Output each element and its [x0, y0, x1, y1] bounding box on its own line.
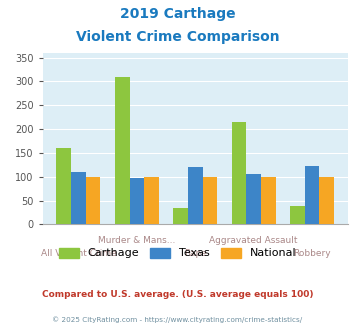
Bar — [246, 174, 261, 224]
Bar — [115, 77, 130, 224]
Text: Violent Crime Comparison: Violent Crime Comparison — [76, 30, 279, 44]
Bar — [232, 122, 246, 224]
Bar — [261, 177, 275, 224]
Bar — [320, 177, 334, 224]
Legend: Carthage, Texas, National: Carthage, Texas, National — [54, 243, 301, 263]
Bar — [56, 148, 71, 224]
Text: All Violent Crime: All Violent Crime — [40, 249, 116, 258]
Bar — [290, 206, 305, 224]
Bar — [130, 178, 144, 224]
Text: Rape: Rape — [184, 249, 207, 258]
Text: 2019 Carthage: 2019 Carthage — [120, 7, 235, 20]
Bar — [144, 177, 159, 224]
Bar — [305, 166, 320, 224]
Text: Aggravated Assault: Aggravated Assault — [209, 236, 298, 245]
Bar — [188, 167, 203, 224]
Bar — [71, 172, 86, 224]
Text: Murder & Mans...: Murder & Mans... — [98, 236, 175, 245]
Text: Robbery: Robbery — [293, 249, 331, 258]
Bar — [203, 177, 217, 224]
Text: Compared to U.S. average. (U.S. average equals 100): Compared to U.S. average. (U.S. average … — [42, 290, 313, 299]
Bar — [86, 177, 100, 224]
Text: © 2025 CityRating.com - https://www.cityrating.com/crime-statistics/: © 2025 CityRating.com - https://www.city… — [53, 317, 302, 323]
Bar — [173, 208, 188, 224]
